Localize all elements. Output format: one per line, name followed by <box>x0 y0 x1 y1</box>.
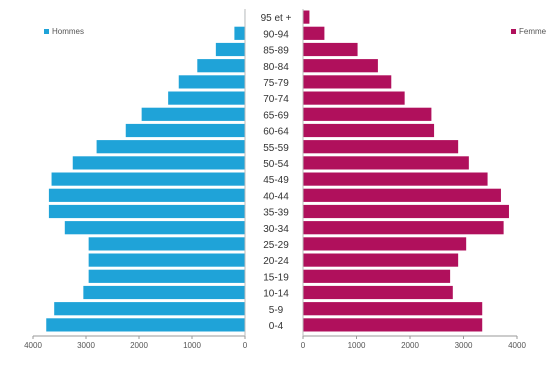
age-label: 0-4 <box>269 321 284 332</box>
bar-female-95 et + <box>303 10 310 24</box>
bar-female-85-89 <box>303 42 358 57</box>
bar-female-15-19 <box>303 269 451 283</box>
male-bars <box>46 10 246 332</box>
bar-male-0-4 <box>46 318 245 332</box>
left-tick-label: 0 <box>243 341 248 350</box>
age-label: 70-74 <box>263 94 289 105</box>
bar-female-90-94 <box>303 26 325 40</box>
bar-male-55-59 <box>96 140 245 154</box>
bar-female-65-69 <box>303 107 432 121</box>
age-label: 30-34 <box>263 224 289 235</box>
bar-female-5-9 <box>303 302 483 316</box>
bar-female-35-39 <box>303 204 509 219</box>
legend: Hommes Femmes <box>44 27 546 36</box>
legend-label-female: Femmes <box>519 27 546 36</box>
left-tick-label: 3000 <box>77 341 95 350</box>
bar-male-20-24 <box>88 253 246 267</box>
age-group-labels: 95 et + 90-94 85-89 80-84 75-79 70-74 65-69 60-… <box>261 13 292 332</box>
age-label: 15-19 <box>263 272 289 283</box>
bar-female-40-44 <box>303 188 501 202</box>
bar-male-70-74 <box>168 91 245 105</box>
right-tick-label: 1000 <box>348 341 366 350</box>
age-label: 65-69 <box>263 110 289 121</box>
bar-male-80-84 <box>197 59 245 73</box>
bar-female-70-74 <box>303 91 405 105</box>
female-bars <box>303 10 509 332</box>
bar-male-85-89 <box>215 42 245 57</box>
age-label: 95 et + <box>261 13 292 24</box>
bar-male-60-64 <box>125 123 245 138</box>
bar-female-25-29 <box>303 237 467 251</box>
bar-male-35-39 <box>48 204 246 219</box>
age-label: 40-44 <box>263 191 289 202</box>
bar-female-60-64 <box>303 123 435 138</box>
bar-male-15-19 <box>88 269 246 283</box>
bar-male-40-44 <box>48 188 246 202</box>
bar-male-75-79 <box>178 75 245 89</box>
legend-swatch-male <box>44 29 49 34</box>
bar-female-55-59 <box>303 140 459 154</box>
age-label: 75-79 <box>263 78 289 89</box>
bar-female-80-84 <box>303 59 378 73</box>
age-label: 45-49 <box>263 175 289 186</box>
bar-female-10-14 <box>303 285 453 300</box>
left-tick-label: 1000 <box>183 341 201 350</box>
bar-male-45-49 <box>51 172 245 186</box>
right-tick-label: 0 <box>301 341 306 350</box>
age-label: 50-54 <box>263 159 289 170</box>
bar-male-50-54 <box>72 156 245 170</box>
right-tick-label: 4000 <box>508 341 526 350</box>
age-label: 80-84 <box>263 62 289 73</box>
legend-label-male: Hommes <box>52 27 84 36</box>
bar-male-10-14 <box>83 285 245 300</box>
bar-male-90-94 <box>234 26 245 40</box>
bar-male-5-9 <box>54 302 246 316</box>
age-label: 55-59 <box>263 143 289 154</box>
left-tick-label: 2000 <box>130 341 148 350</box>
age-label: 90-94 <box>263 29 289 40</box>
age-label: 85-89 <box>263 46 289 57</box>
age-label: 25-29 <box>263 240 289 251</box>
age-label: 35-39 <box>263 208 289 219</box>
age-label: 10-14 <box>263 289 289 300</box>
age-label: 20-24 <box>263 256 289 267</box>
age-label: 5-9 <box>269 305 284 316</box>
bar-female-0-4 <box>303 318 483 332</box>
age-label: 60-64 <box>263 127 289 138</box>
left-tick-label: 4000 <box>24 341 42 350</box>
bar-male-30-34 <box>64 221 245 235</box>
bar-female-20-24 <box>303 253 459 267</box>
bar-female-75-79 <box>303 75 392 89</box>
bar-female-30-34 <box>303 221 504 235</box>
axes: 4000 3000 2000 1000 0 0 1000 2000 3000 4000 <box>24 9 526 350</box>
bar-female-45-49 <box>303 172 488 186</box>
legend-swatch-female <box>511 29 516 34</box>
right-tick-label: 3000 <box>455 341 473 350</box>
bar-male-65-69 <box>141 107 245 121</box>
bar-female-50-54 <box>303 156 469 170</box>
right-tick-label: 2000 <box>401 341 419 350</box>
bar-male-25-29 <box>88 237 246 251</box>
